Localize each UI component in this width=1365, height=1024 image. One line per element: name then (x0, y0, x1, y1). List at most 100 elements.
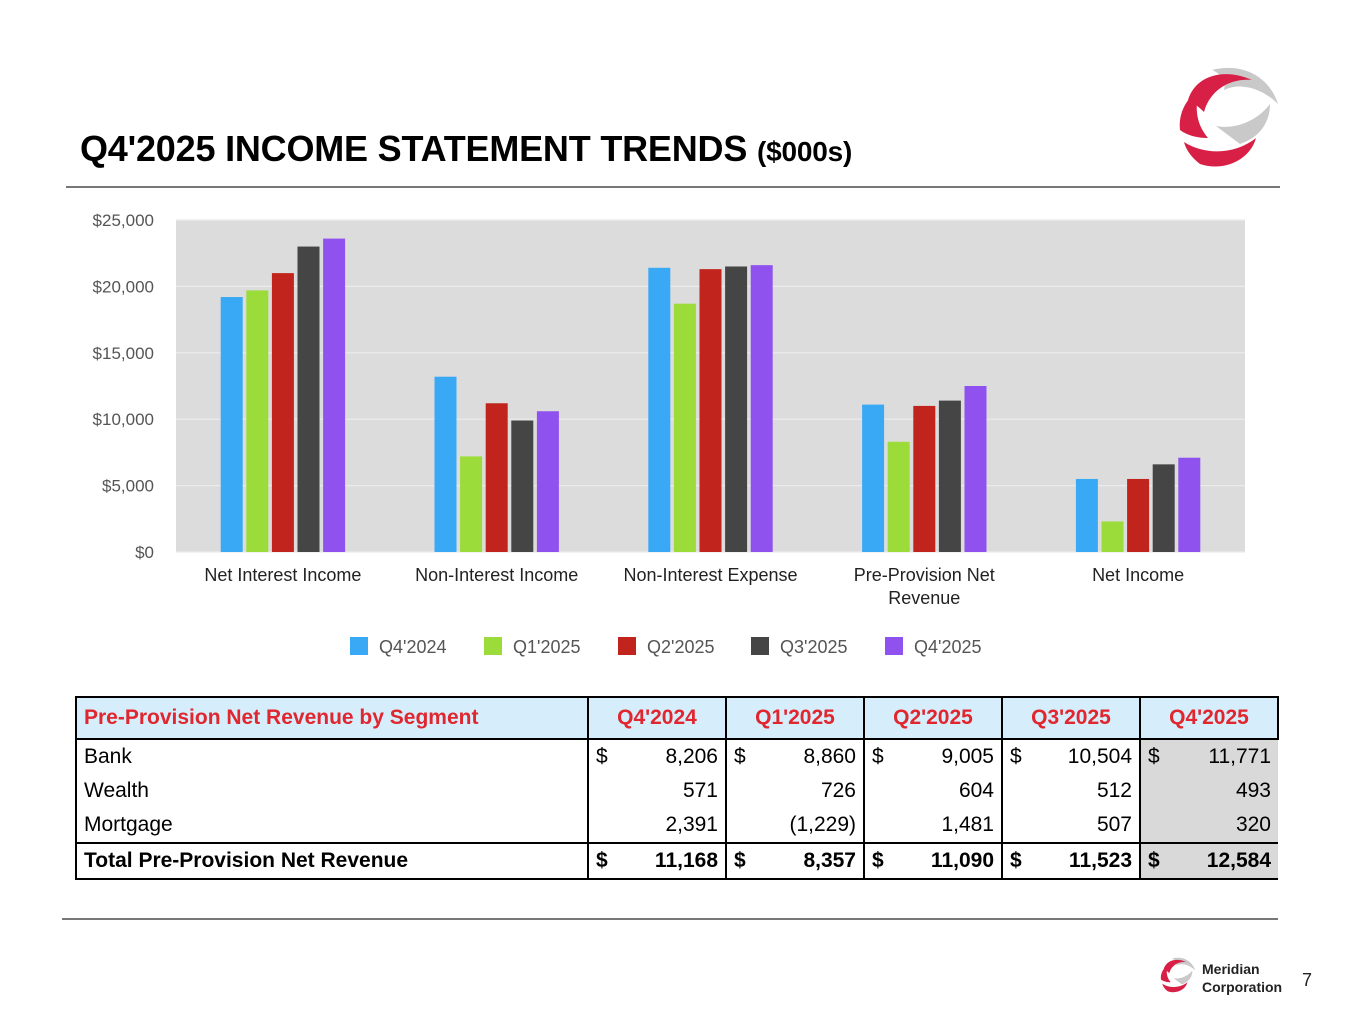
cell-value: (1,229) (789, 813, 856, 836)
bar (297, 246, 320, 552)
table-header-row: Pre-Provision Net Revenue by Segment Q4'… (75, 696, 1279, 740)
bar (1178, 457, 1201, 552)
currency-symbol: $ (596, 849, 608, 872)
currency-symbol: $ (1010, 849, 1022, 872)
cell-value: 11,523 (1068, 849, 1132, 872)
bar (725, 266, 748, 552)
cell-value: 11,168 (654, 849, 718, 872)
cell-value: 604 (958, 779, 994, 802)
bar (938, 400, 961, 552)
page-title: Q4'2025 INCOME STATEMENT TRENDS ($000s) (80, 128, 852, 170)
bar (460, 456, 483, 552)
y-tick-label: $0 (135, 543, 154, 562)
row-label: Bank (75, 739, 588, 774)
table-title: Pre-Provision Net Revenue by Segment (75, 696, 588, 740)
total-label: Total Pre-Provision Net Revenue (75, 842, 588, 880)
table-row: Wealth 571 726 604 512 493 (75, 774, 1278, 808)
cell-value: 571 (682, 779, 718, 802)
cell-value: 320 (1235, 813, 1271, 836)
cell-value: 507 (1096, 813, 1132, 836)
bar (750, 265, 773, 552)
row-label: Mortgage (75, 808, 588, 843)
col-header: Q4'2024 (587, 696, 726, 740)
y-tick-label: $25,000 (93, 211, 154, 230)
legend-swatch (618, 637, 636, 655)
table-row: Mortgage 2,391 (1,229) 1,481 507 320 (75, 808, 1278, 843)
meridian-logo-icon (1179, 67, 1278, 167)
x-category-label: Non-Interest Income (415, 565, 578, 585)
currency-symbol: $ (1148, 849, 1160, 872)
cell-value: 9,005 (941, 745, 994, 768)
bar (673, 303, 696, 552)
bar (323, 238, 346, 553)
company-name: Meridian Corporation (1202, 960, 1282, 996)
cell-value: 10,504 (1067, 745, 1132, 768)
bar (536, 411, 559, 552)
cell-value: 512 (1096, 779, 1132, 802)
legend-swatch (751, 637, 769, 655)
y-tick-label: $5,000 (102, 477, 154, 496)
cell-value: 11,771 (1208, 745, 1271, 768)
currency-symbol: $ (872, 849, 884, 872)
bar (862, 404, 885, 552)
cell-value: 11,090 (930, 849, 994, 872)
bar (511, 420, 534, 552)
title-main: Q4'2025 INCOME STATEMENT TRENDS (80, 128, 748, 169)
bar (913, 405, 936, 552)
bar (220, 297, 243, 552)
bar (964, 386, 987, 552)
currency-symbol: $ (1148, 745, 1160, 768)
cell-value: 8,357 (803, 849, 856, 872)
table-row: Bank $8,206 $8,860 $9,005 $10,504 $11,77… (75, 739, 1278, 774)
footer-rule (62, 918, 1278, 920)
bar (887, 441, 910, 552)
col-header: Q3'2025 (1001, 696, 1140, 740)
cell-value: 8,206 (665, 745, 718, 768)
x-category-label: Pre-Provision Net (854, 565, 995, 585)
bar (485, 403, 508, 552)
currency-symbol: $ (1010, 745, 1022, 768)
currency-symbol: $ (596, 745, 608, 768)
y-tick-label: $15,000 (93, 344, 154, 363)
legend-label: Q1'2025 (513, 637, 581, 657)
legend-swatch (350, 637, 368, 655)
legend-swatch (484, 637, 502, 655)
cell-value: 2,391 (665, 813, 718, 836)
x-category-label: Non-Interest Expense (623, 565, 797, 585)
ppnr-segment-table: Pre-Provision Net Revenue by Segment Q4'… (75, 696, 1279, 880)
bar (246, 290, 269, 552)
bar (434, 376, 457, 552)
page-number: 7 (1302, 970, 1313, 990)
bar (648, 267, 671, 552)
cell-value: 8,860 (803, 745, 856, 768)
y-tick-label: $20,000 (93, 277, 154, 296)
bar (1127, 478, 1150, 552)
legend-swatch (885, 637, 903, 655)
bar (1075, 478, 1098, 552)
cell-value: 12,584 (1206, 849, 1271, 872)
bar (1152, 464, 1175, 552)
title-unit: ($000s) (756, 136, 853, 167)
x-category-label: Revenue (888, 588, 960, 608)
x-category-label: Net Interest Income (204, 565, 361, 585)
bar (271, 273, 294, 552)
col-header: Q4'2025 (1139, 696, 1279, 740)
col-header: Q1'2025 (725, 696, 864, 740)
currency-symbol: $ (734, 849, 746, 872)
x-category-label: Net Income (1092, 565, 1184, 585)
bar (1101, 521, 1124, 552)
cell-value: 726 (820, 779, 856, 802)
row-label: Wealth (75, 774, 588, 808)
header-rule (66, 186, 1280, 188)
legend-label: Q2'2025 (647, 637, 715, 657)
meridian-footer-logo-icon (1160, 957, 1196, 993)
legend-label: Q3'2025 (780, 637, 848, 657)
cell-value: 493 (1235, 779, 1271, 802)
y-tick-label: $10,000 (93, 410, 154, 429)
company-line: Corporation (1202, 979, 1283, 995)
cell-value: 1,481 (941, 813, 994, 836)
legend-label: Q4'2024 (379, 637, 447, 657)
income-trend-chart: $0 $5,000 $10,000 $15,000 $20,000 $25,000 Net … (93, 211, 1245, 657)
table-total-row: Total Pre-Provision Net Revenue $11,168 … (75, 842, 1278, 880)
currency-symbol: $ (872, 745, 884, 768)
